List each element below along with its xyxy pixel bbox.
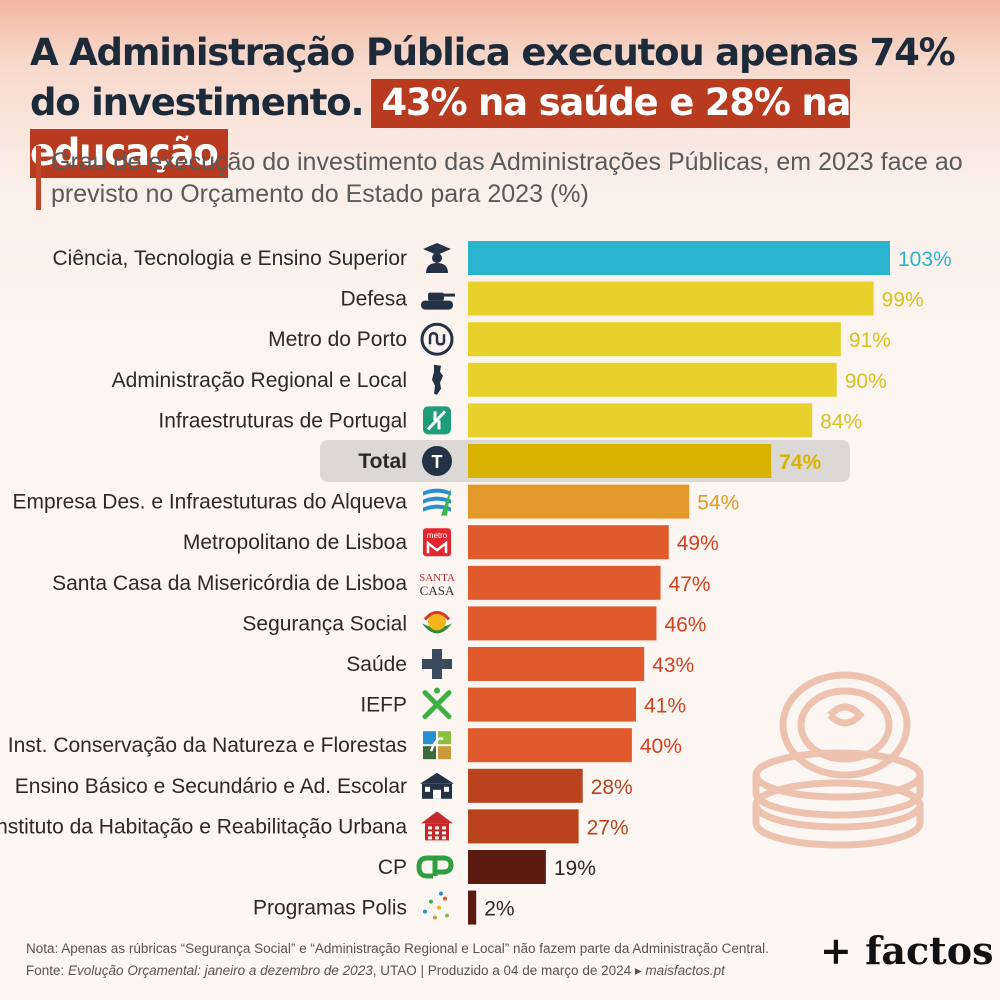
category-label: CP xyxy=(378,856,407,879)
bar xyxy=(468,768,583,803)
category-label: Empresa Des. e Infraestuturas do Alqueva xyxy=(12,491,407,514)
cp-logo-icon xyxy=(416,855,454,879)
bar xyxy=(468,565,661,600)
footer-source: Fonte: Evolução Orçamental: janeiro a de… xyxy=(26,963,725,978)
category-label: Saúde xyxy=(346,653,407,676)
metro-lisboa-text: metro xyxy=(427,531,448,540)
bar xyxy=(468,444,772,478)
total-icon: T xyxy=(422,446,452,476)
value-label: 28% xyxy=(591,776,633,799)
portugal-map-icon xyxy=(432,364,443,395)
bar xyxy=(468,606,657,641)
value-label: 43% xyxy=(652,654,694,677)
tank-icon xyxy=(421,292,455,310)
value-label: 54% xyxy=(697,492,739,515)
value-label: 90% xyxy=(845,370,887,393)
total-icon-letter: T xyxy=(432,452,443,472)
ihru-icon xyxy=(421,811,453,841)
category-label: Defesa xyxy=(340,288,407,311)
category-label: Metropolitano de Lisboa xyxy=(183,531,407,554)
bar xyxy=(468,728,632,763)
bar xyxy=(468,687,636,722)
bar xyxy=(468,525,669,560)
brand-logo: + factos xyxy=(820,928,994,973)
value-label: 103% xyxy=(898,248,952,271)
bar xyxy=(468,322,841,357)
category-label: Santa Casa da Misericórdia de Lisboa xyxy=(52,572,407,595)
graduate-icon xyxy=(423,243,451,273)
santa-casa-text-bottom: CASA xyxy=(420,583,455,598)
icnf-icon xyxy=(423,731,451,760)
value-label: 41% xyxy=(644,695,686,718)
value-label: 46% xyxy=(664,613,706,636)
category-label: Inst. Conservação da Natureza e Floresta… xyxy=(8,734,407,757)
coins-icon xyxy=(752,671,924,849)
category-label: Administração Regional e Local xyxy=(112,369,407,392)
bar xyxy=(468,241,890,275)
source-publication: Evolução Orçamental: janeiro a dezembro … xyxy=(68,963,373,978)
category-label: Infraestruturas de Portugal xyxy=(158,409,407,432)
bar xyxy=(468,647,645,681)
bar xyxy=(468,890,477,925)
school-icon xyxy=(420,772,454,799)
iefp-icon xyxy=(422,687,452,720)
chart-subtitle: Grau de execução do investimento das Adm… xyxy=(36,146,981,210)
footer: Nota: Apenas as rúbricas “Segurança Soci… xyxy=(26,938,806,982)
value-label: 2% xyxy=(484,898,514,921)
alqueva-icon xyxy=(423,487,451,516)
value-label: 99% xyxy=(882,289,924,312)
value-label: 47% xyxy=(669,573,711,596)
metro-lisboa-icon: metro xyxy=(423,528,451,557)
bar xyxy=(468,362,837,397)
category-label: Ensino Básico e Secundário e Ad. Escolar xyxy=(15,775,407,798)
category-label: Programas Polis xyxy=(253,897,407,920)
value-label: 19% xyxy=(554,857,596,880)
value-label: 74% xyxy=(779,451,821,474)
value-label: 40% xyxy=(640,735,682,758)
health-cross-icon xyxy=(422,649,452,679)
title-main: A Administração Pública executou apenas … xyxy=(30,31,956,124)
polis-icon xyxy=(423,891,449,920)
page-title: A Administração Pública executou apenas … xyxy=(30,28,980,178)
metro-porto-icon xyxy=(420,322,454,356)
category-label: IEFP xyxy=(360,694,407,717)
value-label: 27% xyxy=(587,816,629,839)
bar xyxy=(468,850,546,884)
bar xyxy=(468,281,874,316)
category-label: Total xyxy=(358,450,407,473)
seguranca-social-icon xyxy=(422,610,452,634)
footer-note: Nota: Apenas as rúbricas “Segurança Soci… xyxy=(26,941,769,956)
value-label: 84% xyxy=(820,410,862,433)
category-label: Metro do Porto xyxy=(268,328,407,351)
value-label: 91% xyxy=(849,329,891,352)
bar xyxy=(468,403,813,438)
category-label: Instituto da Habitação e Reabilitação Ur… xyxy=(0,815,407,838)
category-label: Ciência, Tecnologia e Ensino Superior xyxy=(53,247,408,270)
category-label: Segurança Social xyxy=(242,612,407,635)
santa-casa-text-top: SANTA xyxy=(419,572,455,584)
value-label: 49% xyxy=(677,532,719,555)
bar xyxy=(468,484,690,519)
source-site-link[interactable]: maisfactos.pt xyxy=(645,963,725,978)
ip-logo-icon xyxy=(423,406,451,435)
bar-chart: Ciência, Tecnologia e Ensino Superior 103… xyxy=(0,241,952,925)
bar xyxy=(468,809,579,844)
